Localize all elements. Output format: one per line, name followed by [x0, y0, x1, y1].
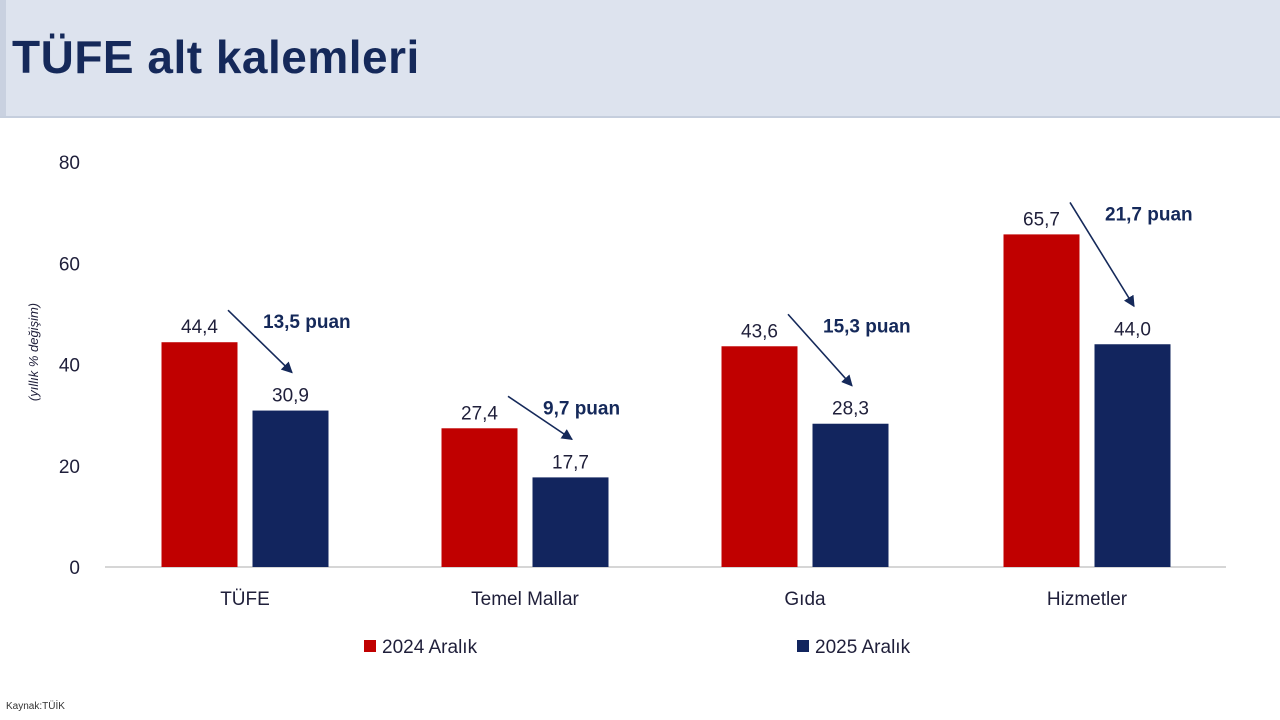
x-tick-label: Gıda [784, 589, 826, 610]
y-axis-title: (yıllık % değişim) [26, 303, 41, 401]
legend-label-2025: 2025 Aralık [815, 637, 911, 658]
y-tick-label: 80 [59, 153, 80, 174]
legend-label-2024: 2024 Aralık [382, 637, 478, 658]
difference-annotation: 21,7 puan [1105, 204, 1193, 225]
x-tick-label: Hizmetler [1047, 589, 1128, 610]
bar-2025-hizmetler [1094, 344, 1171, 567]
header-bar: TÜFE alt kalemleri [0, 0, 1280, 118]
data-label-2024: 43,6 [741, 321, 778, 342]
difference-arrow [787, 313, 853, 387]
source-note: Kaynak:TÜİK [6, 701, 65, 712]
bar-2024-g-da [721, 346, 798, 567]
legend-swatch-2024 [364, 640, 376, 652]
data-label-2025: 44,0 [1114, 319, 1151, 340]
x-tick-label: Temel Mallar [471, 589, 579, 610]
y-tick-label: 0 [69, 558, 80, 579]
bar-2025-t-fe [252, 410, 329, 567]
bar-2024-temel-mallar [441, 428, 518, 567]
difference-arrow [1069, 201, 1135, 308]
data-label-2024: 44,4 [181, 317, 218, 338]
difference-annotation: 9,7 puan [543, 398, 620, 419]
data-label-2024: 27,4 [461, 403, 498, 424]
page-title: TÜFE alt kalemleri [12, 31, 420, 83]
bar-2024-t-fe [161, 342, 238, 567]
difference-annotation: 13,5 puan [263, 312, 351, 333]
data-label-2025: 30,9 [272, 386, 309, 407]
bar-2024-hizmetler [1003, 234, 1080, 568]
bar-2025-temel-mallar [532, 477, 609, 567]
difference-arrow [507, 395, 573, 441]
y-tick-label: 20 [59, 457, 80, 478]
legend-swatch-2025 [797, 640, 809, 652]
data-label-2025: 17,7 [552, 452, 589, 473]
difference-arrow [227, 309, 293, 374]
data-label-2024: 65,7 [1023, 209, 1060, 230]
y-tick-label: 40 [59, 356, 80, 377]
x-tick-label: TÜFE [220, 589, 270, 610]
bar-2025-g-da [812, 423, 889, 567]
y-tick-label: 60 [59, 254, 80, 275]
data-label-2025: 28,3 [832, 399, 869, 420]
difference-annotation: 15,3 puan [823, 316, 911, 337]
